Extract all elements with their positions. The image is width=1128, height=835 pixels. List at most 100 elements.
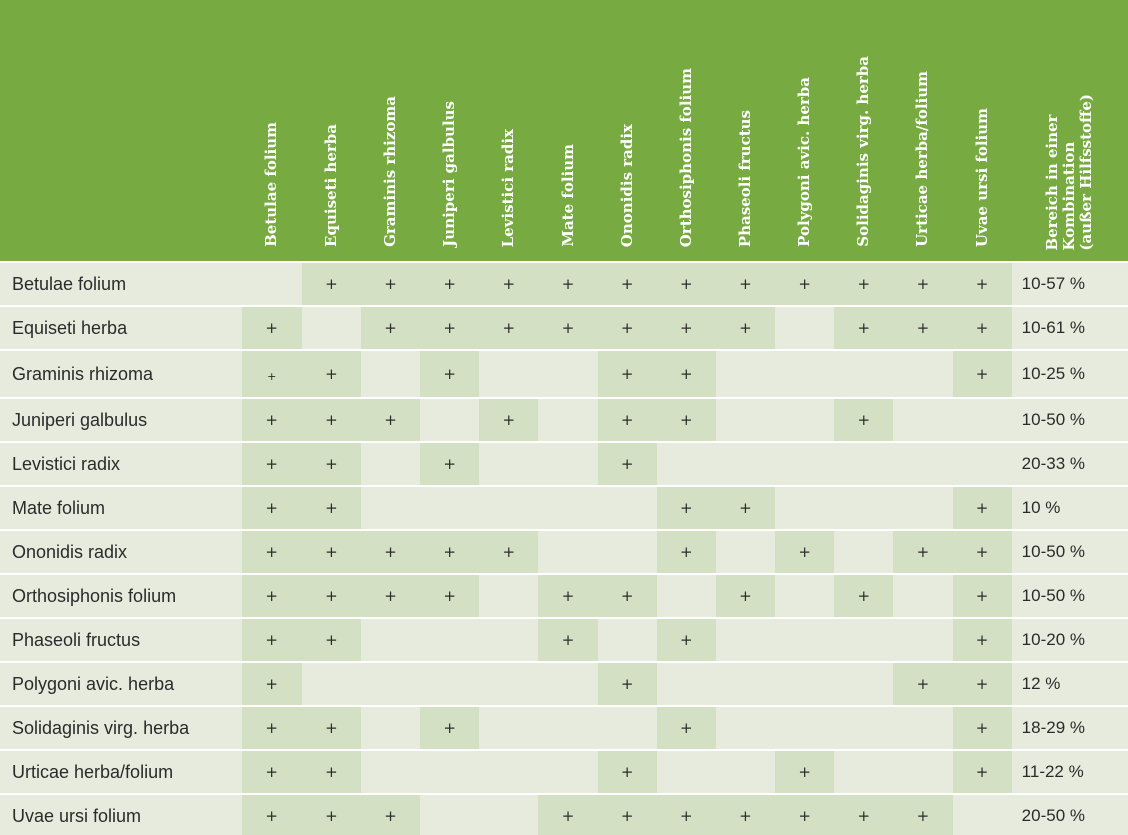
- header-row: Betulae folium Equiseti herba Graminis rhi…: [0, 0, 1128, 261]
- empty-cell: [715, 351, 776, 399]
- empty-cell: [893, 399, 953, 443]
- combination-mark-cell: +: [360, 261, 421, 307]
- empty-cell: [775, 707, 835, 751]
- combination-mark-cell: +: [241, 707, 302, 751]
- combination-mark-cell: +: [241, 399, 302, 443]
- empty-cell: [834, 487, 894, 531]
- empty-cell: [775, 663, 835, 707]
- row-herb-name: Equiseti herba: [0, 307, 242, 351]
- combination-mark-cell: +: [952, 531, 1012, 575]
- combination-mark-cell: +: [479, 307, 539, 351]
- combination-mark-cell: +: [656, 351, 716, 399]
- row-herb-name: Phaseoli fructus: [0, 619, 242, 663]
- column-header-label: Ononidis radix: [617, 123, 636, 247]
- combination-mark-cell: +: [597, 307, 657, 351]
- row-range-value: 10-25 %: [1011, 351, 1128, 399]
- empty-cell: [360, 707, 421, 751]
- empty-cell: [420, 663, 480, 707]
- empty-cell: [715, 531, 776, 575]
- column-header-label: Orthosiphonis folium: [676, 67, 695, 247]
- empty-cell: [479, 575, 539, 619]
- combination-mark-cell: +: [241, 351, 302, 399]
- combination-mark-cell: +: [538, 307, 598, 351]
- empty-cell: [656, 751, 716, 795]
- column-header-label: Polygoni avic. herba: [795, 77, 814, 247]
- row-range-value: 10-61 %: [1011, 307, 1128, 351]
- empty-cell: [893, 619, 953, 663]
- combination-mark-cell: +: [479, 261, 539, 307]
- combination-mark-cell: +: [656, 619, 716, 663]
- empty-cell: [597, 531, 657, 575]
- combination-mark-cell: +: [952, 707, 1012, 751]
- combination-mark-cell: +: [952, 575, 1012, 619]
- empty-cell: [952, 443, 1012, 487]
- table-body: Betulae folium + + + + + + + + + + + +10-57 % Equiset…: [0, 261, 1128, 835]
- table-row: Juniperi galbulus + + + + + + +10-50 %: [0, 399, 1128, 443]
- empty-cell: [775, 399, 835, 443]
- combination-mark-cell: +: [834, 575, 894, 619]
- empty-cell: [479, 751, 539, 795]
- empty-cell: [893, 707, 953, 751]
- empty-cell: [834, 751, 894, 795]
- row-herb-name: Urticae herba/folium: [0, 751, 242, 795]
- combination-mark-cell: +: [241, 751, 302, 795]
- row-range-value: 10-57 %: [1011, 261, 1128, 307]
- combination-mark-cell: +: [715, 307, 776, 351]
- column-header-label: Betulae folium: [262, 122, 281, 247]
- empty-cell: [893, 351, 953, 399]
- combination-mark-cell: +: [360, 795, 421, 835]
- combination-mark-cell: +: [241, 307, 302, 351]
- table-row: Uvae ursi folium + + + + + + + + + +20-50 %: [0, 795, 1128, 835]
- column-header-label: Urticae herba/folium: [913, 71, 932, 247]
- empty-cell: [656, 575, 716, 619]
- combination-mark-cell: +: [538, 795, 598, 835]
- combination-mark-cell: +: [775, 795, 835, 835]
- combination-mark-cell: +: [420, 443, 480, 487]
- empty-cell: [479, 663, 539, 707]
- column-header-label: Mate folium: [558, 144, 577, 247]
- combination-mark-cell: +: [597, 351, 657, 399]
- combination-mark-cell: +: [301, 399, 361, 443]
- row-range-value: 10-20 %: [1011, 619, 1128, 663]
- combination-mark-cell: +: [301, 443, 361, 487]
- empty-cell: [420, 795, 480, 835]
- combination-mark-cell: +: [952, 261, 1012, 307]
- column-header: Uvae ursi folium: [952, 0, 1012, 261]
- empty-cell: [656, 443, 716, 487]
- empty-cell: [479, 619, 539, 663]
- empty-cell: [715, 751, 776, 795]
- empty-cell: [597, 707, 657, 751]
- combination-mark-cell: +: [834, 795, 894, 835]
- combination-mark-cell: +: [656, 487, 716, 531]
- column-header: Ononidis radix: [597, 0, 657, 261]
- combination-mark-cell: +: [241, 663, 302, 707]
- combination-mark-cell: +: [301, 351, 361, 399]
- empty-cell: [597, 487, 657, 531]
- empty-cell: [538, 351, 598, 399]
- combination-mark-cell: +: [834, 399, 894, 443]
- empty-cell: [479, 487, 539, 531]
- combination-mark-cell: +: [479, 399, 539, 443]
- column-header: Levistici radix: [479, 0, 539, 261]
- row-herb-name: Mate folium: [0, 487, 242, 531]
- row-range-value: 10-50 %: [1011, 399, 1128, 443]
- empty-cell: [775, 619, 835, 663]
- empty-cell: [715, 443, 776, 487]
- empty-cell: [775, 487, 835, 531]
- table-row: Orthosiphonis folium + + + + + + + + +10-50 %: [0, 575, 1128, 619]
- combination-mark-cell: +: [301, 487, 361, 531]
- empty-cell: [952, 795, 1012, 835]
- empty-cell: [301, 307, 361, 351]
- combination-mark-cell: +: [241, 619, 302, 663]
- table-row: Phaseoli fructus + + + + +10-20 %: [0, 619, 1128, 663]
- combination-mark-cell: +: [420, 351, 480, 399]
- column-header: Polygoni avic. herba: [775, 0, 835, 261]
- combination-mark-cell: +: [775, 751, 835, 795]
- empty-cell: [360, 619, 421, 663]
- row-herb-name: Levistici radix: [0, 443, 242, 487]
- empty-cell: [360, 443, 421, 487]
- combination-mark-cell: +: [656, 531, 716, 575]
- combination-mark-cell: +: [538, 575, 598, 619]
